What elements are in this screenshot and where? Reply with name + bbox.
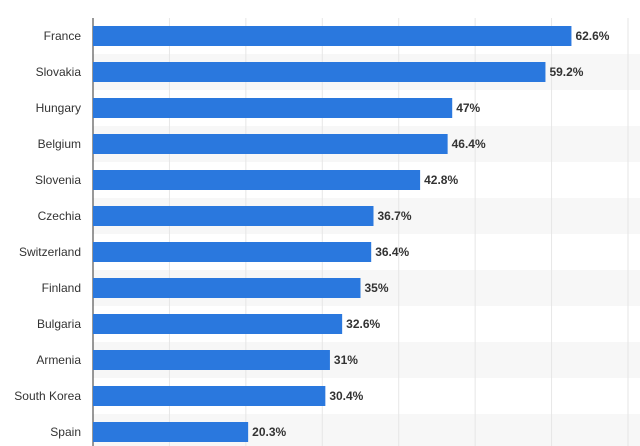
category-label: Spain — [50, 425, 81, 439]
category-label: Switzerland — [19, 245, 81, 259]
value-label: 36.4% — [375, 245, 409, 259]
value-label: 35% — [365, 281, 389, 295]
bar — [93, 26, 572, 46]
bar — [93, 206, 374, 226]
value-label: 20.3% — [252, 425, 286, 439]
value-label: 30.4% — [329, 389, 363, 403]
bar — [93, 350, 330, 370]
category-label: Armenia — [36, 353, 81, 367]
category-label: France — [44, 29, 82, 43]
bar — [93, 314, 343, 334]
value-labels: 62.6% 59.2% 47% 46.4% 42.8% 36.7% 36.4% 35% 32.6… — [252, 29, 610, 439]
value-label: 62.6% — [575, 29, 609, 43]
value-label: 42.8% — [424, 173, 458, 187]
bar — [93, 98, 453, 118]
bar — [93, 242, 372, 262]
value-label: 32.6% — [346, 317, 380, 331]
category-label: Belgium — [38, 137, 81, 151]
bars — [93, 26, 572, 442]
grid-lines — [168, 18, 629, 446]
value-label: 47% — [456, 101, 480, 115]
category-label: Slovenia — [35, 173, 81, 187]
category-label: Hungary — [36, 101, 81, 115]
value-label: 31% — [334, 353, 358, 367]
category-label: Bulgaria — [37, 317, 81, 331]
value-label: 36.7% — [377, 209, 411, 223]
category-labels: France Slovakia Hungary Belgium Slovenia Czec… — [14, 29, 81, 439]
bar — [93, 422, 249, 442]
bar — [93, 386, 326, 406]
category-label: Slovakia — [36, 65, 82, 79]
bar — [93, 278, 361, 298]
bar — [93, 170, 421, 190]
category-label: Finland — [42, 281, 81, 295]
value-label: 59.2% — [549, 65, 583, 79]
value-label: 46.4% — [452, 137, 486, 151]
category-label: South Korea — [14, 389, 81, 403]
bar — [93, 62, 546, 82]
bar — [93, 134, 448, 154]
category-label: Czechia — [38, 209, 82, 223]
